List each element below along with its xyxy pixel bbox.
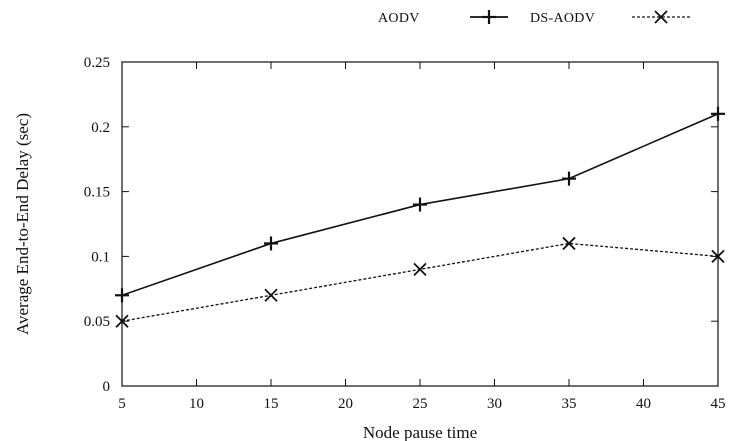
plot-border [121,61,719,387]
x-tick-label: 10 [189,396,204,412]
y-tick-label: 0.05 [84,314,110,330]
legend: AODV DS-AODV [378,10,690,26]
data-point-ds-aodv [115,314,129,328]
legend-label: AODV [378,11,420,26]
cross-marker-b [413,262,427,276]
legend-item-aodv: AODV [378,10,508,26]
x-tick-label: 15 [264,396,279,412]
x-tick-label: 40 [636,396,651,412]
y-axis: 0 0.05 0.1 0.15 0.2 0.25 [84,55,718,395]
y-tick-label: 0.15 [84,185,110,201]
legend-marker [482,10,496,24]
x-tick-label: 45 [711,396,726,412]
data-point-aodv [711,106,725,121]
y-tick-label: 0 [103,379,111,395]
series-layer [115,106,725,328]
cross-marker-b [264,288,278,302]
data-point-ds-aodv [711,249,725,264]
data-point-aodv [413,197,427,212]
legend-marker [654,10,668,24]
plot-frame [121,61,719,387]
x-axis: 5 10 15 20 25 30 35 40 45 [118,62,726,412]
data-point-ds-aodv [413,262,427,276]
series-ds-aodv [115,236,725,328]
x-tick-label: 25 [413,396,428,412]
data-point-aodv [115,288,129,303]
x-tick-label: 30 [487,396,502,412]
y-tick-label: 0.1 [91,249,110,265]
data-point-aodv [264,236,278,251]
cross-marker-b [654,10,668,24]
data-point-ds-aodv [562,236,576,251]
x-tick-label: 5 [118,396,126,412]
data-point-ds-aodv [264,288,278,302]
data-point-aodv [562,171,576,186]
series-aodv [115,106,725,303]
x-axis-label: Node pause time [363,423,477,441]
cross-marker-b [562,236,576,251]
y-axis-label: Average End-to-End Delay (sec) [13,113,32,335]
y-tick-label: 0.25 [84,55,110,71]
x-tick-label: 35 [562,396,577,412]
series-line-ds-aodv [121,242,719,322]
cross-marker-b [115,314,129,328]
legend-label: DS-AODV [530,11,595,26]
y-tick-label: 0.2 [91,120,110,136]
legend-item-ds-aodv: DS-AODV [530,10,690,26]
x-tick-label: 20 [338,396,353,412]
cross-marker-b [711,249,725,264]
